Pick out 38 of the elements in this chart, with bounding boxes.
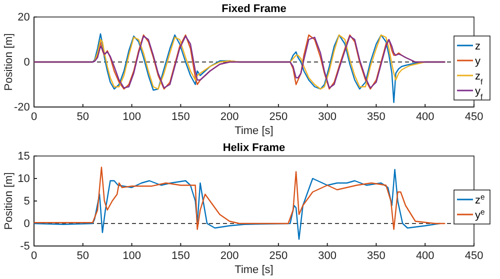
x-tick-label: 350 xyxy=(367,250,386,262)
x-tick-label: 50 xyxy=(76,110,90,123)
y-tick-label: 5 xyxy=(24,196,30,208)
x-tick-label: 300 xyxy=(318,110,337,123)
x-tick-label: 100 xyxy=(122,110,141,123)
chart-title: Fixed Frame xyxy=(222,3,286,15)
x-tick-label: 150 xyxy=(171,250,190,262)
x-tick-label: 450 xyxy=(464,110,484,123)
y-tick-label: 15 xyxy=(18,150,30,163)
y-tick-label: 20 xyxy=(18,12,30,24)
y-tick-label: -5 xyxy=(20,240,30,253)
x-axis-title: Time [s] xyxy=(234,125,274,137)
x-tick-label: 200 xyxy=(220,250,239,262)
x-tick-label: 350 xyxy=(367,110,386,123)
legend-label: y$_{f}$ xyxy=(475,86,484,101)
x-tick-label: 50 xyxy=(76,250,90,262)
y-tick-label: 10 xyxy=(18,173,30,186)
legend-label: z$^{e}$ xyxy=(475,192,485,206)
y-tick-label: 0 xyxy=(24,218,30,230)
x-tick-label: 400 xyxy=(416,110,434,123)
x-tick-label: 300 xyxy=(318,250,337,262)
y-tick-label: 0 xyxy=(24,56,30,69)
x-tick-label: 200 xyxy=(220,110,239,123)
legend-label: y xyxy=(475,56,481,68)
legend-label: y$^{e}$ xyxy=(475,207,485,222)
y-axis-title: Position [m] xyxy=(3,33,15,91)
y-axis-title: Position [m] xyxy=(3,172,15,230)
x-tick-label: 100 xyxy=(122,250,141,262)
y-tick-label: -20 xyxy=(14,102,30,114)
x-axis-title: Time [s] xyxy=(234,264,274,276)
x-tick-label: 150 xyxy=(171,110,190,123)
x-tick-label: 250 xyxy=(269,250,288,262)
chart-title: Helix Frame xyxy=(222,142,286,154)
x-tick-label: 250 xyxy=(269,110,288,123)
legend-label: z$_{f}$ xyxy=(475,70,484,86)
legend-label: z xyxy=(475,40,480,52)
x-tick-label: 400 xyxy=(416,250,434,262)
x-tick-label: 450 xyxy=(464,250,484,262)
